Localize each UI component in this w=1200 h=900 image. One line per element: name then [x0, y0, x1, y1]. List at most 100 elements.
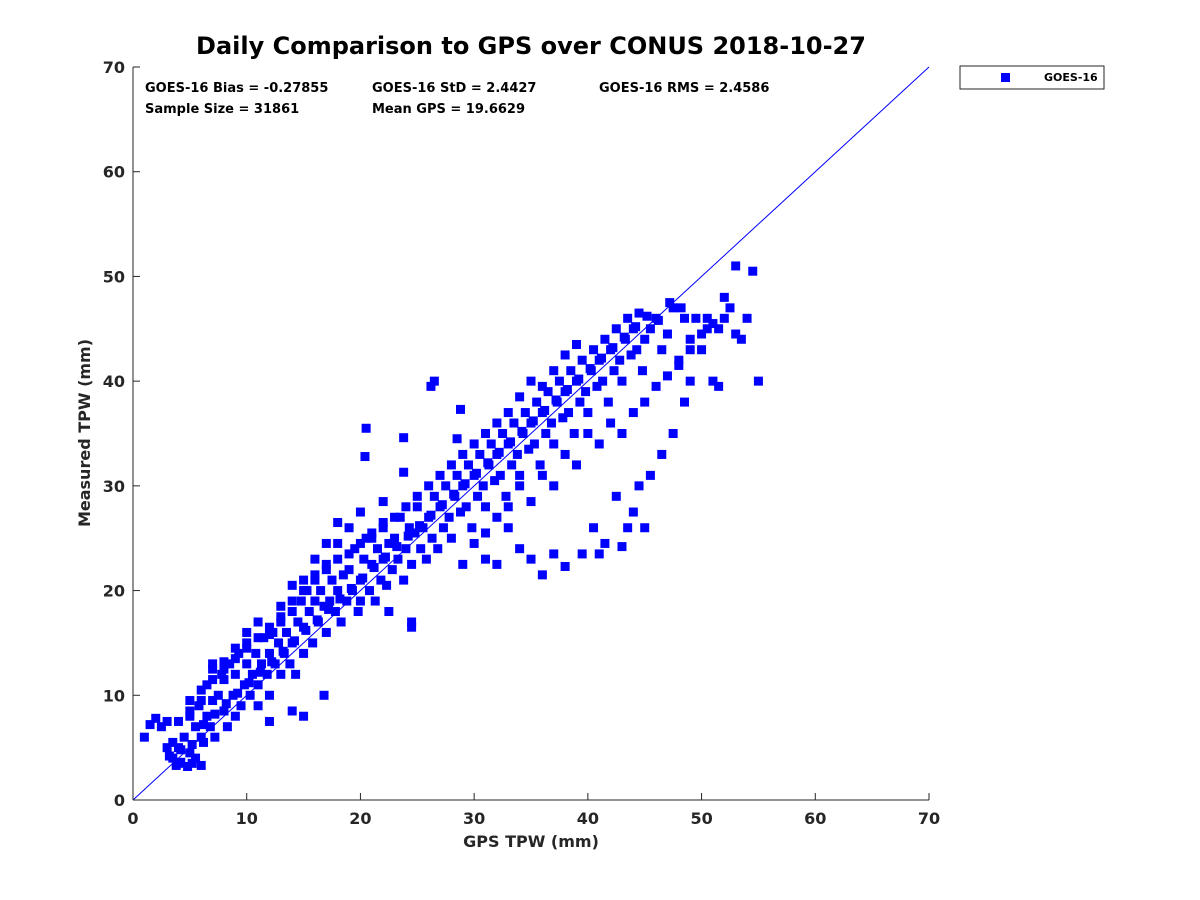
y-tick-label: 20 — [103, 582, 125, 601]
data-point — [205, 722, 215, 732]
data-point — [382, 580, 392, 590]
data-point — [262, 669, 272, 679]
y-axis-label: Measured TPW (mm) — [75, 339, 94, 527]
data-point — [399, 467, 409, 477]
data-point — [583, 429, 593, 438]
data-point — [244, 678, 254, 688]
data-point — [264, 630, 274, 640]
annotation-mean-gps: Mean GPS = 19.6629 — [372, 102, 525, 117]
data-point — [674, 355, 684, 365]
data-point — [594, 549, 604, 559]
data-point — [222, 722, 232, 732]
data-point — [452, 434, 462, 444]
data-point — [589, 523, 599, 533]
data-point — [507, 460, 517, 470]
data-point — [187, 740, 197, 750]
data-point — [242, 643, 252, 653]
data-point — [665, 298, 675, 308]
data-point — [213, 690, 223, 700]
data-point — [390, 512, 400, 522]
data-point — [183, 761, 193, 771]
data-point — [304, 607, 314, 617]
data-point — [512, 449, 522, 459]
data-point — [287, 580, 297, 590]
data-point — [376, 575, 386, 585]
data-point — [287, 596, 297, 606]
data-point — [458, 559, 468, 569]
x-tick-label: 50 — [690, 809, 712, 828]
data-point — [404, 523, 414, 533]
y-tick-label: 10 — [103, 686, 125, 705]
data-point — [173, 716, 183, 726]
data-point — [483, 458, 493, 468]
data-point — [495, 470, 505, 480]
data-point — [475, 449, 485, 459]
data-point — [327, 575, 337, 585]
data-point — [702, 324, 712, 334]
data-point — [490, 476, 500, 486]
data-point — [537, 381, 547, 391]
data-point — [185, 711, 195, 721]
data-point — [628, 507, 638, 517]
data-point — [299, 711, 309, 721]
data-point — [452, 470, 462, 480]
data-point — [435, 470, 445, 480]
data-point — [407, 617, 417, 627]
data-point — [267, 657, 277, 667]
data-point — [156, 722, 166, 732]
data-point — [537, 470, 547, 480]
data-point — [282, 627, 292, 637]
x-tick-label: 10 — [236, 809, 258, 828]
data-point — [524, 444, 534, 454]
data-point — [569, 429, 579, 438]
data-point — [427, 533, 437, 543]
x-axis-label: GPS TPW (mm) — [463, 832, 599, 851]
data-point — [653, 315, 663, 325]
y-tick-label: 0 — [114, 791, 125, 810]
data-point — [742, 313, 752, 323]
chart-title: Daily Comparison to GPS over CONUS 2018-… — [196, 32, 866, 60]
legend-label: GOES-16 — [1044, 71, 1098, 84]
data-point — [319, 690, 329, 700]
data-point — [196, 696, 206, 706]
data-point — [564, 408, 574, 418]
data-point — [515, 392, 525, 402]
data-point — [219, 657, 229, 667]
data-point — [415, 521, 425, 531]
data-point — [234, 648, 244, 658]
data-point — [324, 604, 334, 614]
data-point — [228, 690, 238, 700]
data-point — [378, 518, 388, 528]
data-point — [562, 385, 572, 395]
data-point — [335, 594, 345, 604]
data-point — [714, 381, 724, 391]
data-point — [276, 612, 286, 622]
data-point — [594, 439, 604, 449]
data-point — [360, 452, 370, 462]
data-point — [289, 636, 299, 646]
one-to-one-line — [132, 66, 930, 801]
data-point — [236, 701, 246, 711]
data-point — [387, 565, 397, 575]
data-point — [264, 716, 274, 726]
data-point — [540, 405, 550, 415]
data-point — [399, 433, 409, 443]
data-point — [651, 381, 661, 391]
data-point — [748, 266, 758, 276]
data-point — [554, 376, 564, 386]
data-point — [168, 737, 178, 747]
data-point — [346, 583, 356, 593]
y-tick-label: 30 — [103, 477, 125, 496]
data-point — [187, 758, 197, 768]
data-point — [395, 512, 405, 522]
data-point — [532, 397, 542, 407]
data-point — [359, 554, 369, 564]
data-point — [139, 732, 149, 742]
data-point — [299, 586, 309, 596]
data-point — [185, 696, 195, 706]
reference-line-layer — [132, 66, 930, 801]
data-point — [179, 732, 189, 742]
data-point — [471, 468, 481, 478]
data-point — [645, 324, 655, 334]
data-point — [344, 565, 354, 575]
